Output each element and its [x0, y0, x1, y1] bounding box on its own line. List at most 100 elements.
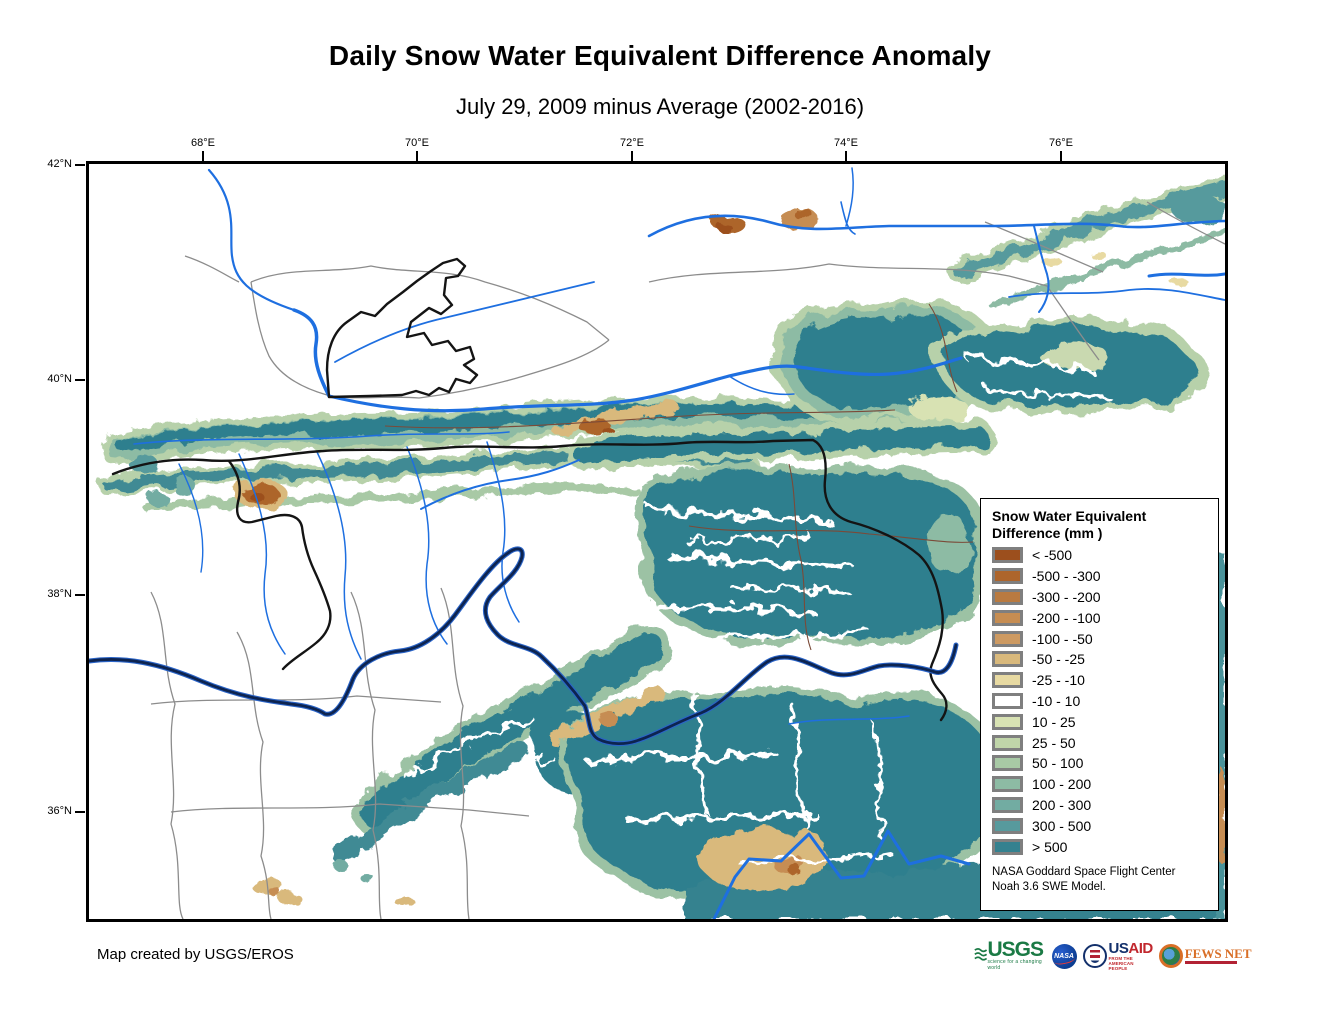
valley-dendrites [403, 354, 1113, 866]
x-tick-label: 76°E [1049, 137, 1073, 149]
y-tick-label: 42°N [47, 158, 72, 170]
legend-row: -10 - 10 [992, 691, 1218, 712]
legend-row: -100 - -50 [992, 628, 1218, 649]
snow-increase-alai [567, 419, 994, 471]
x-tick-label: 68°E [191, 137, 215, 149]
snow-increase-fergana-range [770, 299, 1002, 425]
legend-row: 100 - 200 [992, 774, 1218, 795]
nasa-logo: NASA [1051, 943, 1077, 969]
legend-class-label: -25 - -10 [1032, 672, 1085, 689]
legend-class-label: -100 - -50 [1032, 630, 1093, 647]
legend-swatch [992, 588, 1023, 605]
x-tick-mark [1060, 151, 1062, 161]
legend-swatch [992, 609, 1023, 626]
y-tick-mark [75, 164, 85, 166]
panj-river-border [89, 546, 959, 747]
legend-class-label: 50 - 100 [1032, 755, 1084, 772]
snow-increase-issyk-mass [931, 315, 1209, 415]
page-subtitle: July 29, 2009 minus Average (2002-2016) [455, 94, 865, 119]
legend-row: 50 - 100 [992, 753, 1218, 774]
legend-classes: < -500 -500 - -300 -300 - -200 -200 - -100 -… [992, 545, 1218, 857]
y-tick-mark [75, 811, 85, 813]
country-borders [111, 257, 948, 722]
legend-swatch [992, 713, 1023, 730]
nasa-acronym: NASA [1054, 952, 1074, 960]
y-tick-mark [75, 379, 85, 381]
usaid-tagline: FROM THE AMERICAN PEOPLE [1108, 955, 1134, 971]
legend-box: Snow Water Equivalent Difference (mm ) <… [980, 498, 1219, 911]
y-tick-label: 38°N [47, 588, 72, 600]
legend-row: 25 - 50 [992, 732, 1218, 753]
legend-swatch [992, 672, 1023, 689]
legend-swatch [992, 630, 1023, 647]
legend-source-line2: Noah 3.6 SWE Model. [992, 880, 1106, 893]
legend-swatch [992, 547, 1023, 564]
usgs-tagline: science for a changing world [987, 959, 1042, 971]
legend-swatch [992, 568, 1023, 585]
legend-swatch [992, 755, 1023, 772]
legend-title-line2: Difference (mm ) [992, 525, 1103, 541]
x-tick-label: 70°E [405, 137, 429, 149]
usgs-waves-icon [974, 948, 988, 961]
snow-increase-hindukush [333, 625, 672, 864]
fewsnet-logo: FEWS NET [1158, 944, 1252, 968]
usaid-logo: USAID FROM THE AMERICAN PEOPLE [1082, 939, 1153, 971]
legend-title: Snow Water Equivalent Difference (mm ) [992, 508, 1218, 542]
snow-increase-south-mass [559, 554, 1225, 919]
legend-class-label: 25 - 50 [1032, 734, 1076, 751]
legend-class-label: > 500 [1032, 838, 1068, 855]
legend-class-label: 300 - 500 [1032, 817, 1092, 834]
snow-decrease-rim-patches [235, 402, 679, 509]
usaid-shield-icon [1089, 949, 1100, 963]
legend-source-line1: NASA Goddard Space Flight Center [992, 865, 1176, 878]
legend-class-label: 200 - 300 [1032, 796, 1092, 813]
legend-row: 10 - 25 [992, 711, 1218, 732]
x-tick-label: 74°E [834, 137, 858, 149]
legend-swatch [992, 796, 1023, 813]
legend-row: 200 - 300 [992, 795, 1218, 816]
legend-class-label: -50 - -25 [1032, 651, 1085, 668]
usaid-seal-icon [1082, 944, 1107, 968]
legend-row: -300 - -200 [992, 587, 1218, 608]
legend-class-label: < -500 [1032, 547, 1073, 564]
legend-class-label: -500 - -300 [1032, 568, 1101, 585]
legend-class-label: -200 - -100 [1032, 609, 1101, 626]
map-image [89, 167, 1225, 919]
legend-swatch [992, 692, 1023, 709]
usgs-acronym: USGS [987, 938, 1044, 961]
fewsnet-tagline-bar [1184, 961, 1237, 964]
legend-row: 300 - 500 [992, 815, 1218, 836]
snow-increase-pamir [635, 464, 986, 646]
legend-swatch [992, 734, 1023, 751]
x-tick-mark [202, 151, 204, 161]
legend-row: < -500 [992, 545, 1218, 566]
legend-swatch [992, 651, 1023, 668]
legend-row: -50 - -25 [992, 649, 1218, 670]
usaid-word-aid: AID [1128, 939, 1153, 957]
usaid-word-us: US [1108, 939, 1129, 957]
page-title: Daily Snow Water Equivalent Difference A… [328, 40, 992, 71]
legend-source: NASA Goddard Space Flight Center Noah 3.… [992, 865, 1218, 895]
legend-class-label: -10 - 10 [1032, 692, 1081, 709]
legend-row: -25 - -10 [992, 670, 1218, 691]
x-tick-label: 72°E [620, 137, 644, 149]
snow-decrease-north-clumps [713, 209, 819, 233]
legend-swatch [992, 838, 1023, 855]
legend-swatch [992, 817, 1023, 834]
x-tick-mark [416, 151, 418, 161]
river-lines [133, 167, 1225, 919]
y-tick-mark [75, 594, 85, 596]
snow-increase-tianshan [948, 177, 1225, 310]
fewsnet-name: FEWS NET [1184, 946, 1252, 961]
legend-swatch [992, 776, 1023, 793]
agency-logos: USGS science for a changing world NASA U… [974, 936, 1252, 976]
mountain-admin-lines [384, 303, 974, 651]
x-tick-mark [845, 151, 847, 161]
fewsnet-globe-icon [1158, 944, 1183, 968]
y-tick-label: 36°N [47, 805, 72, 817]
legend-title-line1: Snow Water Equivalent [992, 508, 1147, 524]
x-tick-mark [631, 151, 633, 161]
usgs-logo: USGS science for a changing world [974, 938, 1046, 971]
y-tick-label: 40°N [47, 373, 72, 385]
legend-row: -200 - -100 [992, 607, 1218, 628]
